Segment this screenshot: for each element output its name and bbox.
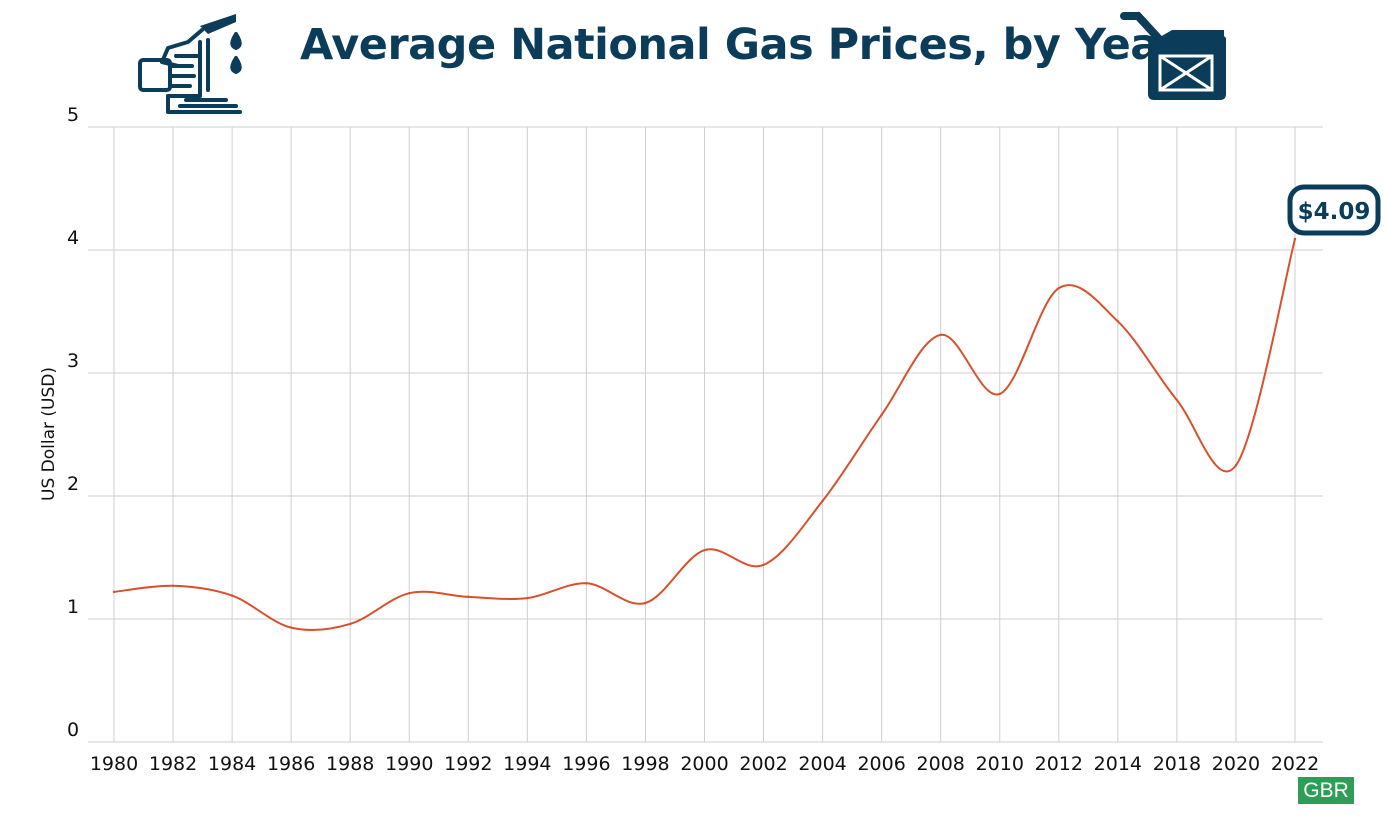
x-tick-label: 1980 — [90, 753, 138, 775]
x-tick-label: 2002 — [739, 753, 787, 775]
x-tick-label: 1988 — [326, 753, 374, 775]
data-points — [112, 237, 1297, 629]
series-line — [113, 238, 1296, 632]
chart-title: Average National Gas Prices, by Year — [300, 20, 1180, 70]
x-tick-label: 1994 — [503, 753, 551, 775]
x-tick-label: 1990 — [385, 753, 433, 775]
data-point — [998, 392, 1001, 396]
data-point — [585, 582, 588, 585]
x-tick-label: 1996 — [562, 753, 610, 775]
y-axis-label: US Dollar (USD) — [39, 367, 59, 501]
y-tick-label: 3 — [67, 350, 79, 372]
x-tick-label: 2018 — [1153, 753, 1201, 775]
y-tick-label: 4 — [67, 227, 79, 249]
data-point — [1175, 398, 1179, 402]
data-point — [289, 626, 293, 629]
x-tick-label: 2022 — [1271, 753, 1319, 775]
watermark-badge: GBR — [1298, 777, 1354, 804]
x-tick-label: 2012 — [1035, 753, 1083, 775]
x-tick-label: 2010 — [976, 753, 1024, 775]
data-point — [349, 622, 352, 626]
x-tick-label: 2014 — [1094, 753, 1142, 775]
x-tick-label: 1998 — [621, 753, 669, 775]
callout-box — [1287, 184, 1381, 236]
data-point — [112, 590, 116, 594]
x-tick-label: 2006 — [857, 753, 905, 775]
data-point — [171, 584, 175, 587]
y-tick-label: 0 — [67, 719, 79, 741]
data-point — [762, 563, 765, 567]
x-tick-label: 2000 — [680, 753, 728, 775]
data-point — [1057, 286, 1061, 290]
data-point — [1234, 464, 1238, 467]
data-point — [880, 413, 883, 417]
data-point — [408, 591, 411, 595]
grid — [88, 126, 1323, 743]
data-point — [230, 594, 234, 597]
x-tick-label: 1986 — [267, 753, 315, 775]
callout-value: $4.09 — [1298, 199, 1371, 225]
data-point — [467, 595, 470, 599]
data-point — [939, 333, 942, 337]
data-point — [1116, 320, 1120, 323]
y-tick-label: 1 — [67, 596, 79, 618]
x-tick-label: 2008 — [917, 753, 965, 775]
x-axis: 1980 1982 1984 1986 1988 1990 1992 1994 1996 1998… — [90, 753, 1319, 775]
x-tick-label: 1984 — [208, 753, 256, 775]
x-tick-label: 2004 — [798, 753, 846, 775]
data-point — [1293, 237, 1297, 241]
fuel-can-icon — [1120, 12, 1226, 100]
value-callout: $4.09 — [1287, 184, 1381, 236]
y-axis: 0 1 2 3 4 5 — [67, 104, 79, 741]
x-tick-label: 2020 — [1212, 753, 1260, 775]
data-point — [821, 499, 824, 503]
data-point — [644, 601, 647, 605]
data-point — [703, 548, 706, 552]
y-tick-label: 2 — [67, 473, 79, 495]
fuel-nozzle-icon — [138, 14, 242, 114]
data-point — [526, 596, 529, 600]
x-tick-label: 1992 — [444, 753, 492, 775]
x-tick-label: 1982 — [149, 753, 197, 775]
y-tick-label: 5 — [67, 104, 79, 126]
